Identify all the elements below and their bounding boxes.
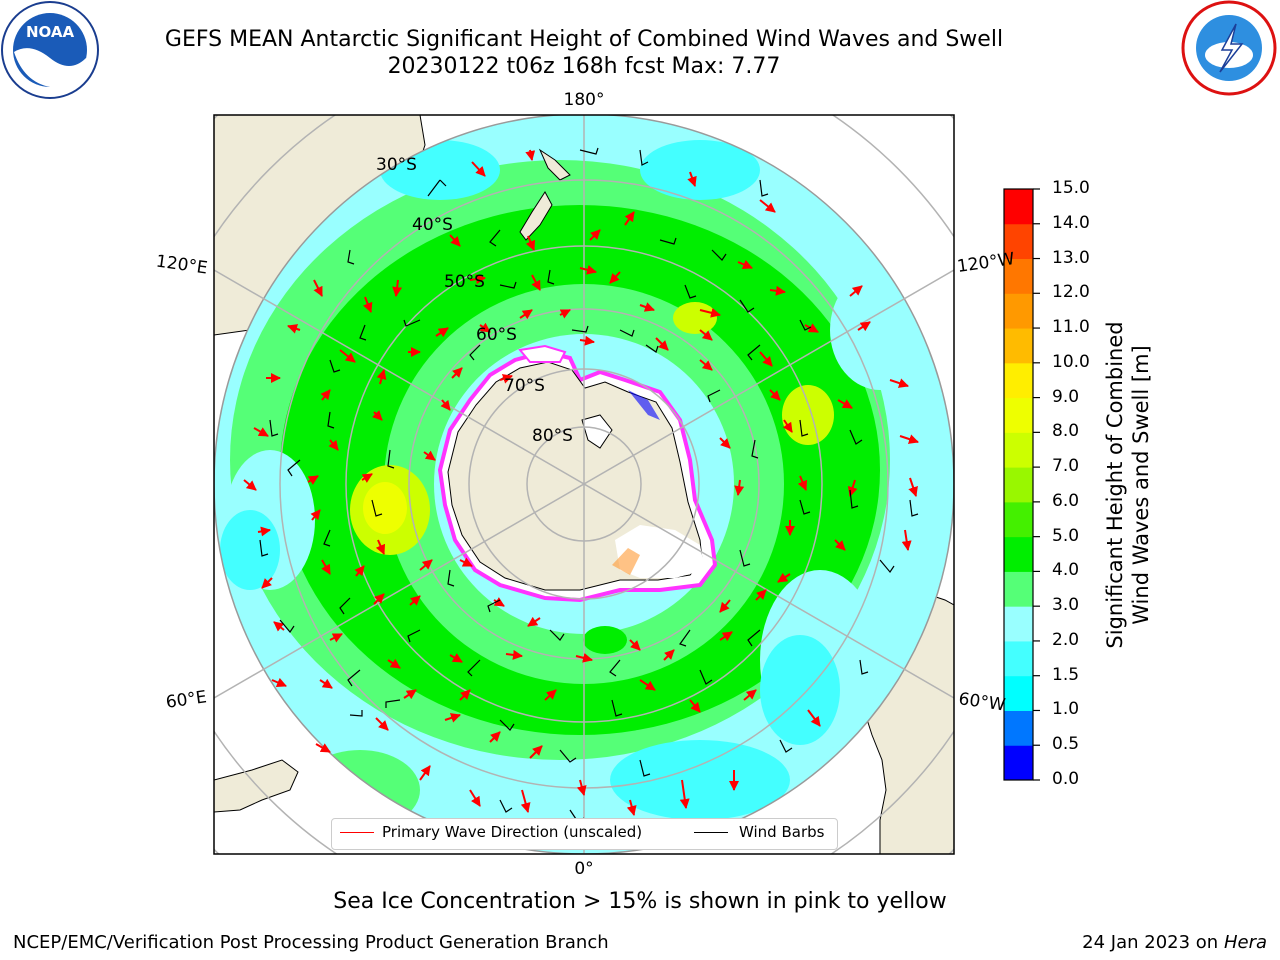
colorbar-band — [1004, 258, 1033, 294]
lat-label-30: 30°S — [376, 155, 417, 175]
lat-label-60: 60°S — [476, 325, 517, 345]
lon-label-left-lower: 60°E — [165, 687, 208, 712]
colorbar-band — [1004, 397, 1033, 433]
footer-machine: Hera — [1223, 932, 1267, 953]
wind-barbs — [259, 147, 919, 823]
colorbar-tick-label: 3.0 — [1052, 595, 1080, 616]
wind-barbs-legend-label: Wind Barbs — [739, 823, 825, 841]
colorbar-label-line1: Significant Height of Combined — [1103, 321, 1127, 649]
colorbar-band — [1004, 571, 1033, 607]
colorbar-tick-label: 9.0 — [1052, 386, 1080, 407]
colorbar-label: Significant Height of Combined Wind Wave… — [1102, 321, 1154, 648]
colorbar-band — [1004, 745, 1033, 781]
nws-logo-icon — [1181, 0, 1277, 96]
colorbar-tick-label: 0.0 — [1052, 769, 1080, 789]
colorbar-tick-label: 10.0 — [1052, 351, 1090, 372]
noaa-text: NOAA — [26, 23, 75, 41]
sea-ice-note: Sea Ice Concentration > 15% is shown in … — [333, 889, 947, 914]
chart-title: GEFS MEAN Antarctic Significant Height o… — [164, 27, 1004, 52]
lon-label-top: 180° — [564, 90, 605, 110]
colorbar-band — [1004, 640, 1033, 677]
colorbar-tick-label: 4.0 — [1052, 560, 1080, 581]
colorbar-band — [1004, 432, 1033, 468]
colorbar-band — [1004, 606, 1033, 642]
colorbar — [1004, 188, 1040, 781]
chart-subtitle: 20230122 t06z 168h fcst Max: 7.77 — [387, 54, 781, 79]
colorbar-band — [1004, 362, 1033, 399]
colorbar-tick-label: 6.0 — [1052, 490, 1080, 511]
map-area — [214, 115, 954, 854]
colorbar-band — [1004, 293, 1033, 329]
colorbar-tick-label: 11.0 — [1052, 317, 1090, 338]
colorbar-band — [1004, 223, 1033, 260]
wave-direction-legend-line — [340, 832, 374, 833]
colorbar-tick-label: 7.0 — [1052, 456, 1080, 477]
colorbar-band — [1004, 189, 1033, 225]
lon-label-right-lower: 60°W — [957, 689, 1006, 715]
lat-label-40: 40°S — [412, 215, 453, 235]
colorbar-tick-label: 5.0 — [1052, 525, 1080, 546]
colorbar-tick-label: 12.0 — [1052, 282, 1090, 303]
noaa-logo-icon: NOAA — [1, 1, 99, 99]
colorbar-frame — [1003, 188, 1034, 781]
colorbar-band — [1004, 675, 1033, 711]
colorbar-tick-label: 14.0 — [1052, 212, 1090, 233]
wind-barbs-legend-line — [694, 832, 728, 833]
footer-credit: NCEP/EMC/Verification Post Processing Pr… — [13, 932, 609, 953]
footer-date: 24 Jan 2023 on Hera — [1082, 932, 1267, 953]
colorbar-tick-label: 8.0 — [1052, 421, 1080, 442]
map-legend: Primary Wave Direction (unscaled) Wind B… — [331, 818, 838, 850]
colorbar-band — [1004, 467, 1033, 503]
colorbar-tick-label: 2.0 — [1052, 629, 1080, 650]
colorbar-tick-label: 13.0 — [1052, 247, 1090, 268]
colorbar-tick-label: 1.0 — [1052, 699, 1080, 720]
lat-label-80: 80°S — [532, 426, 573, 446]
lon-label-left-upper: 120°E — [155, 252, 209, 279]
colorbar-label-line2: Wind Waves and Swell [m] — [1129, 345, 1153, 625]
footer-date-text: 24 Jan 2023 on — [1082, 932, 1224, 953]
lat-label-70: 70°S — [504, 376, 545, 396]
lat-label-50: 50°S — [444, 272, 485, 292]
colorbar-band — [1004, 501, 1033, 538]
colorbar-tick-label: 1.5 — [1052, 664, 1080, 685]
colorbar-band — [1004, 328, 1033, 364]
colorbar-band — [1004, 710, 1033, 746]
map-frame — [213, 114, 955, 855]
lon-label-bottom: 0° — [574, 859, 593, 879]
colorbar-tick-label: 0.5 — [1052, 734, 1080, 755]
colorbar-band — [1004, 536, 1033, 572]
colorbar-tick-label: 15.0 — [1052, 178, 1090, 198]
wave-direction-arrows — [243, 149, 919, 816]
wave-direction-legend-label: Primary Wave Direction (unscaled) — [382, 823, 643, 841]
